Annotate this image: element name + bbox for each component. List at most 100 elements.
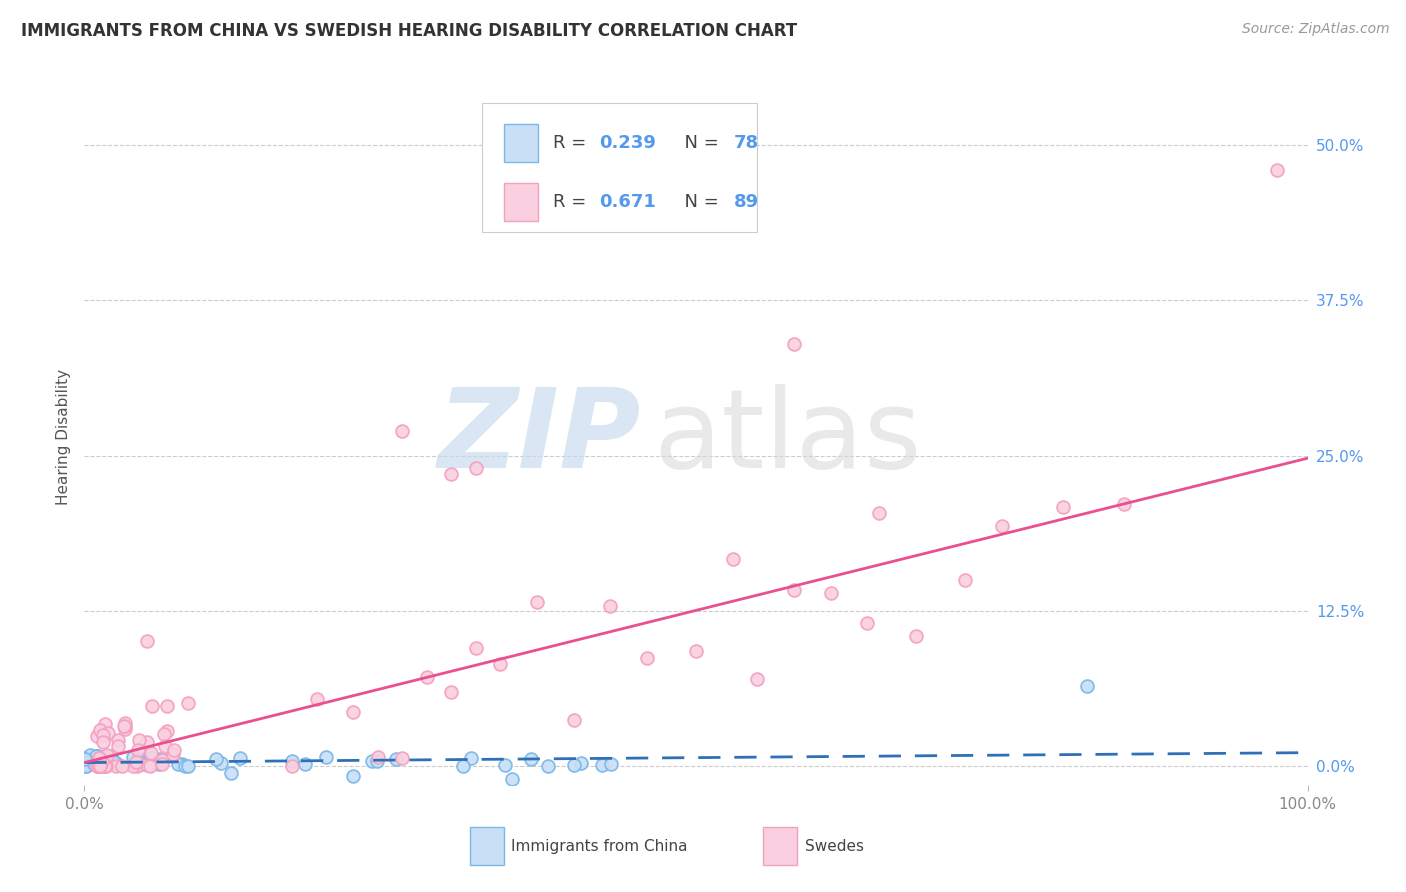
Point xyxy=(90,754,112,768)
Point xyxy=(94,757,117,772)
FancyBboxPatch shape xyxy=(763,827,797,865)
Point xyxy=(73,751,96,765)
Text: Immigrants from China: Immigrants from China xyxy=(512,838,688,854)
Point xyxy=(856,616,879,631)
Point xyxy=(87,759,110,773)
Point xyxy=(150,756,173,771)
Point xyxy=(820,585,842,599)
Point xyxy=(451,758,474,772)
Point xyxy=(177,696,200,710)
Point xyxy=(135,735,157,749)
Point xyxy=(489,657,512,672)
Point xyxy=(127,759,149,773)
Point xyxy=(94,755,117,769)
Point xyxy=(131,757,153,772)
Text: IMMIGRANTS FROM CHINA VS SWEDISH HEARING DISABILITY CORRELATION CHART: IMMIGRANTS FROM CHINA VS SWEDISH HEARING… xyxy=(21,22,797,40)
Text: 0.671: 0.671 xyxy=(599,193,657,211)
Point xyxy=(127,755,149,769)
Point xyxy=(440,684,463,698)
Point xyxy=(77,755,100,769)
Point xyxy=(83,756,105,771)
Point xyxy=(87,759,110,773)
Point xyxy=(83,756,105,770)
Text: atlas: atlas xyxy=(654,384,922,491)
Point xyxy=(163,743,186,757)
Point xyxy=(97,726,120,740)
Point xyxy=(96,747,118,762)
Point xyxy=(84,748,107,763)
Point xyxy=(721,552,744,566)
Point xyxy=(73,757,96,772)
Point xyxy=(107,732,129,747)
Point xyxy=(79,748,101,763)
Text: N =: N = xyxy=(672,134,724,152)
Point xyxy=(121,750,143,764)
Point xyxy=(114,718,136,732)
Point xyxy=(128,752,150,766)
Point xyxy=(591,757,613,772)
Point xyxy=(105,759,128,773)
Point xyxy=(136,758,159,772)
FancyBboxPatch shape xyxy=(470,827,503,865)
Point xyxy=(170,757,193,772)
Point xyxy=(107,739,129,754)
Point xyxy=(636,651,658,665)
Point xyxy=(145,754,167,768)
Point xyxy=(86,759,108,773)
Point xyxy=(205,752,228,766)
Point xyxy=(366,754,388,768)
Point xyxy=(367,750,389,764)
Point xyxy=(141,747,163,761)
Point xyxy=(783,582,806,597)
Point xyxy=(91,735,114,749)
Point xyxy=(526,595,548,609)
Point xyxy=(361,754,384,768)
Point xyxy=(146,756,169,770)
Point xyxy=(562,714,585,728)
Point xyxy=(89,723,111,737)
FancyBboxPatch shape xyxy=(482,103,758,232)
Point xyxy=(93,759,115,773)
Point xyxy=(685,644,707,658)
Point xyxy=(562,758,585,772)
Point xyxy=(783,337,806,351)
Point xyxy=(73,751,96,765)
Point xyxy=(89,759,111,773)
Point xyxy=(139,751,162,765)
Point xyxy=(281,759,304,773)
Point xyxy=(91,728,114,742)
Point xyxy=(953,573,976,587)
Point xyxy=(128,733,150,747)
Text: Source: ZipAtlas.com: Source: ZipAtlas.com xyxy=(1241,22,1389,37)
Point xyxy=(1265,163,1288,178)
Point xyxy=(122,759,145,773)
Point xyxy=(103,756,125,770)
Point xyxy=(440,467,463,482)
Point xyxy=(76,756,98,771)
Point xyxy=(82,753,104,767)
Point xyxy=(76,754,98,768)
Point xyxy=(391,424,413,438)
Text: 78: 78 xyxy=(734,134,759,152)
Point xyxy=(83,755,105,769)
Point xyxy=(156,723,179,738)
Point xyxy=(75,753,97,767)
Point xyxy=(86,729,108,743)
Text: 89: 89 xyxy=(734,193,759,211)
Point xyxy=(100,754,122,768)
Point xyxy=(114,723,136,737)
Point xyxy=(162,747,184,762)
Y-axis label: Hearing Disability: Hearing Disability xyxy=(56,369,72,505)
Point xyxy=(149,752,172,766)
Point xyxy=(73,755,96,769)
Text: R =: R = xyxy=(553,193,592,211)
Point xyxy=(111,759,134,773)
Point xyxy=(494,758,516,772)
Point xyxy=(219,765,242,780)
Point xyxy=(75,758,97,772)
Point xyxy=(502,772,524,786)
Point xyxy=(131,755,153,769)
Point xyxy=(91,756,114,770)
Point xyxy=(228,750,250,764)
Point xyxy=(135,634,157,648)
